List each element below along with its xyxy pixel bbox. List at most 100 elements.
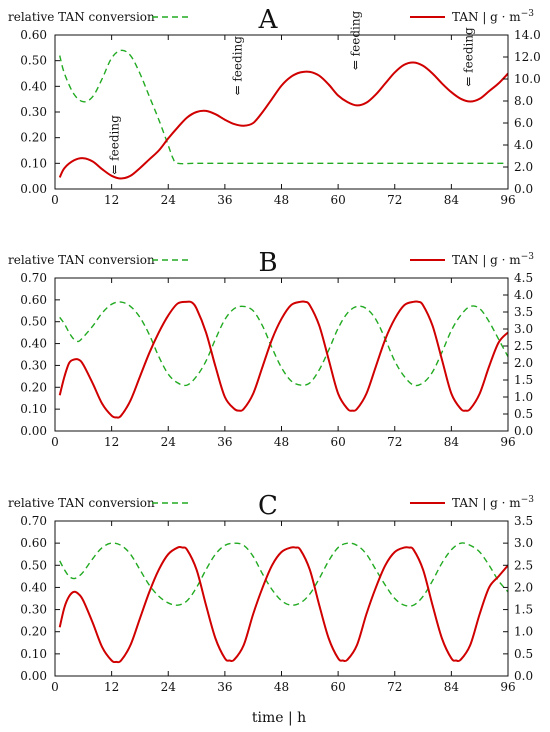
legend-tan-unit-exponent: −3	[521, 495, 535, 505]
x-tick-label: 24	[161, 680, 177, 694]
y-left-tick-label: 0.60	[20, 536, 47, 550]
panel-b: 0 12 24 36 48 60 72 84 96 0.00 0.10 0.20 0.30 0.40 0.5…	[8, 248, 534, 449]
y-right-tick-label: 0.0	[514, 424, 533, 438]
y-left-tick-label: 0.20	[20, 131, 47, 145]
y-left-tick-label: 0.70	[20, 514, 47, 528]
y-left-tick-label: 0.50	[20, 558, 47, 572]
legend-tan-label: TAN | g · m−3	[452, 495, 534, 510]
y-left-tick-label: 0.00	[20, 424, 47, 438]
y-right-tick-label: 2.0	[514, 580, 533, 594]
y-left-tick-label: 0.40	[20, 580, 47, 594]
x-tick-label: 12	[104, 680, 119, 694]
x-tick-label: 72	[387, 680, 402, 694]
y-right-tick-label: 4.0	[514, 288, 533, 302]
series-tan-line	[58, 300, 508, 419]
y-right-tick-label: 4.5	[514, 271, 533, 285]
legend-relative-tan-conversion-label: relative TAN conversion	[8, 496, 155, 510]
panels: 0 12 24 36 48 60 72 84 96 0.00 0.10 0.20 0.30 0.40 0.5…	[8, 5, 541, 694]
series-relative-tan-conversion-line	[59, 301, 508, 387]
x-tick-label: 60	[330, 193, 345, 207]
y-right-tick-label: 4.0	[514, 138, 533, 152]
x-tick-label: 36	[217, 680, 232, 694]
y-right-tick-label: 1.5	[514, 603, 533, 617]
y-right-tick-label: 3.0	[514, 322, 533, 336]
legend-tan-label: TAN | g · m−3	[452, 9, 534, 24]
panel-letter: A	[258, 5, 279, 35]
panel-letter: C	[258, 491, 278, 521]
x-tick-label: 84	[444, 435, 460, 449]
y-left-tick-label: 0.60	[20, 28, 47, 42]
y-left-tick-label: 0.10	[20, 647, 47, 661]
y-right-tick-label: 2.5	[514, 339, 533, 353]
x-tick-label: 48	[274, 435, 289, 449]
y-right-tick-label: 2.0	[514, 160, 533, 174]
y-right-tick-label: 0.5	[514, 407, 533, 421]
x-tick-label: 72	[387, 435, 402, 449]
y-right-tick-label: 0.0	[514, 182, 533, 196]
x-tick-label: 12	[104, 435, 119, 449]
y-right-tick-label: 3.5	[514, 305, 533, 319]
y-right-tick-label: 3.5	[514, 514, 533, 528]
plot-frame	[54, 520, 509, 677]
series-relative-tan-conversion-line	[59, 542, 508, 607]
x-tick-label: 60	[330, 680, 345, 694]
feeding-annotation: ⇐ feeding	[462, 27, 476, 87]
x-tick-label: 12	[104, 193, 119, 207]
y-left-tick-label: 0.40	[20, 79, 47, 93]
y-right-tick-label: 2.5	[514, 558, 533, 572]
y-right-tick-label: 3.0	[514, 536, 533, 550]
legend-tan-unit-exponent: −3	[521, 9, 535, 19]
x-tick-label: 0	[51, 435, 59, 449]
y-right-tick-label: 8.0	[514, 94, 533, 108]
y-right-tick-label: 14.0	[514, 28, 541, 42]
x-axis-label: time | h	[252, 710, 306, 726]
legend-tan-label: TAN | g · m−3	[452, 252, 534, 267]
y-left-tick-label: 0.20	[20, 625, 47, 639]
y-left-tick-label: 0.00	[20, 669, 47, 683]
y-right-tick-label: 1.0	[514, 390, 533, 404]
y-left-tick-label: 0.30	[20, 603, 47, 617]
x-tick-label: 96	[500, 193, 515, 207]
legend-relative-tan-conversion-label: relative TAN conversion	[8, 253, 155, 267]
y-right-tick-label: 0.5	[514, 647, 533, 661]
y-left-tick-label: 0.20	[20, 380, 47, 394]
y-left-tick-label: 0.30	[20, 105, 47, 119]
y-right-tick-label: 10.0	[514, 72, 541, 86]
x-tick-label: 48	[274, 680, 289, 694]
y-right-tick-label: 2.0	[514, 356, 533, 370]
series-tan-line	[58, 61, 508, 180]
y-right-tick-label: 12.0	[514, 50, 541, 64]
series-relative-tan-conversion-line	[59, 49, 508, 165]
y-right-tick-label: 6.0	[514, 116, 533, 130]
y-left-tick-label: 0.40	[20, 337, 47, 351]
y-left-tick-label: 0.50	[20, 54, 47, 68]
feeding-annotation: ⇐ feeding	[108, 115, 122, 175]
series-tan-line	[58, 545, 508, 664]
y-right-tick-label: 0.0	[514, 669, 533, 683]
x-tick-label: 24	[161, 435, 177, 449]
y-left-tick-label: 0.30	[20, 358, 47, 372]
x-tick-label: 72	[387, 193, 402, 207]
y-right-tick-label: 1.5	[514, 373, 533, 387]
x-tick-label: 96	[500, 435, 515, 449]
panel-c: 0 12 24 36 48 60 72 84 96 0.00 0.10 0.20 0.30 0.40 0.5…	[8, 491, 534, 694]
x-tick-label: 24	[161, 193, 177, 207]
x-tick-label: 84	[444, 193, 460, 207]
y-left-tick-label: 0.60	[20, 293, 47, 307]
y-left-tick-label: 0.50	[20, 315, 47, 329]
x-tick-label: 60	[330, 435, 345, 449]
legend-relative-tan-conversion-label: relative TAN conversion	[8, 10, 155, 24]
plot-frame	[54, 34, 509, 190]
x-tick-label: 48	[274, 193, 289, 207]
x-tick-label: 84	[444, 680, 460, 694]
panel-a: 0 12 24 36 48 60 72 84 96 0.00 0.10 0.20 0.30 0.40 0.5…	[8, 5, 541, 207]
panel-letter: B	[258, 248, 277, 278]
y-left-tick-label: 0.70	[20, 271, 47, 285]
x-tick-label: 36	[217, 193, 232, 207]
legend-tan-unit-exponent: −3	[521, 252, 535, 262]
y-left-tick-label: 0.00	[20, 182, 47, 196]
feeding-annotation: ⇐ feeding	[348, 10, 362, 70]
y-left-tick-label: 0.10	[20, 402, 47, 416]
y-right-tick-label: 1.0	[514, 625, 533, 639]
